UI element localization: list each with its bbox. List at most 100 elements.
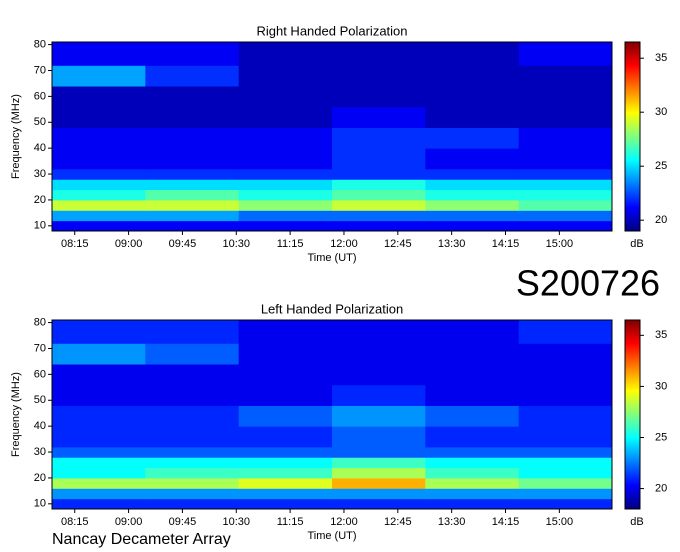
heatmap-cell (52, 179, 146, 191)
heatmap-cell (518, 86, 613, 108)
heatmap-cell (145, 405, 240, 427)
heatmap-cell (332, 405, 426, 427)
heatmap-cell (145, 199, 240, 211)
heatmap-cell (52, 498, 146, 510)
heatmap-cell (332, 148, 426, 170)
y-tick-label: 10 (34, 498, 46, 510)
heatmap-cell (52, 210, 146, 222)
heatmap-cell (238, 457, 333, 469)
heatmap-cell (238, 498, 333, 510)
heatmap-cell (238, 179, 333, 191)
heatmap-cell (332, 446, 426, 458)
heatmap-cell (332, 127, 426, 149)
heatmap-cell (518, 343, 613, 365)
heatmap-cell (518, 384, 613, 406)
y-tick-label: 20 (34, 194, 46, 206)
x-tick-label: 10:30 (223, 238, 251, 250)
x-tick-label: 09:45 (169, 238, 197, 250)
y-tick-label: 30 (34, 168, 46, 180)
heatmap-cell (52, 148, 146, 170)
heatmap-cell (238, 42, 333, 66)
heatmap-cell (425, 148, 520, 170)
y-axis-label: Frequency (MHz) (10, 372, 22, 457)
heatmap-cell (52, 488, 146, 500)
x-tick-label: 13:30 (438, 516, 466, 528)
heatmap-cell (332, 168, 426, 180)
heatmap-cell (425, 405, 520, 427)
heatmap-cell (145, 220, 240, 232)
heatmap-cell (52, 426, 146, 448)
heatmap-cell (332, 320, 426, 344)
colorbar-tick-label: 20 (655, 214, 667, 226)
colorbar-tick-label: 30 (655, 106, 667, 118)
heatmap-cell (238, 426, 333, 448)
heatmap-cell (52, 477, 146, 489)
heatmap-cell (145, 384, 240, 406)
heatmap-cell (238, 477, 333, 489)
heatmap-cell (518, 477, 613, 489)
heatmap-cell (145, 343, 240, 365)
heatmap-cell (425, 498, 520, 510)
heatmap-cell (518, 106, 613, 128)
heatmap-cell (518, 210, 613, 222)
y-tick-label: 30 (34, 446, 46, 458)
heatmap-cell (145, 127, 240, 149)
colorbar (624, 319, 641, 510)
heatmap-cell (238, 446, 333, 458)
y-tick-label: 10 (34, 220, 46, 232)
heatmap-cell (518, 168, 613, 180)
heatmap-cell (238, 220, 333, 232)
heatmap-cell (238, 343, 333, 365)
heatmap-cell (238, 127, 333, 149)
heatmap-cell (332, 189, 426, 201)
heatmap-cell (238, 364, 333, 386)
heatmap-cell (145, 467, 240, 479)
heatmap-cell (425, 477, 520, 489)
heatmap-cell (145, 426, 240, 448)
heatmap-cell (425, 488, 520, 500)
x-tick-label: 09:45 (169, 516, 197, 528)
colorbar-label: dB (630, 238, 643, 250)
heatmap-cell (238, 148, 333, 170)
heatmap-cell (518, 65, 613, 87)
heatmap-cell (425, 343, 520, 365)
heatmap-cell (425, 65, 520, 87)
heatmap-cell (238, 168, 333, 180)
heatmap-cell (425, 210, 520, 222)
heatmap-cell (52, 127, 146, 149)
x-axis-label: Time (UT) (307, 530, 356, 542)
y-tick-label: 70 (34, 342, 46, 354)
heatmap-cell (332, 179, 426, 191)
heatmap-cell (332, 384, 426, 406)
footer: Nancay Decameter Array (52, 531, 231, 548)
heatmap-cell (238, 467, 333, 479)
heatmap-cell (145, 498, 240, 510)
heatmap-cell (238, 65, 333, 87)
heatmap-cell (425, 320, 520, 344)
chart-title: Left Handed Polarization (261, 301, 403, 316)
heatmap-cell (425, 42, 520, 66)
x-tick-label: 08:15 (61, 238, 89, 250)
x-axis-label: Time (UT) (307, 252, 356, 264)
heatmap-cell (238, 199, 333, 211)
heatmap-cell (145, 179, 240, 191)
heatmap-cell (332, 498, 426, 510)
heatmap-cell (145, 168, 240, 180)
x-tick-label: 12:00 (330, 238, 358, 250)
heatmap-cell (52, 405, 146, 427)
colorbar-label: dB (630, 516, 643, 528)
heatmap-cell (332, 220, 426, 232)
plot-frame (51, 41, 613, 232)
y-tick-label: 50 (34, 116, 46, 128)
x-tick-label: 10:30 (223, 516, 251, 528)
y-tick-label: 40 (34, 142, 46, 154)
heatmap-cell (332, 210, 426, 222)
heatmap-cell (425, 179, 520, 191)
x-tick-label: 13:30 (438, 238, 466, 250)
heatmap-cell (425, 127, 520, 149)
heatmap-cell (425, 220, 520, 232)
heatmap-cell (425, 457, 520, 469)
heatmap-cell (518, 457, 613, 469)
heatmap-cell (518, 42, 613, 66)
